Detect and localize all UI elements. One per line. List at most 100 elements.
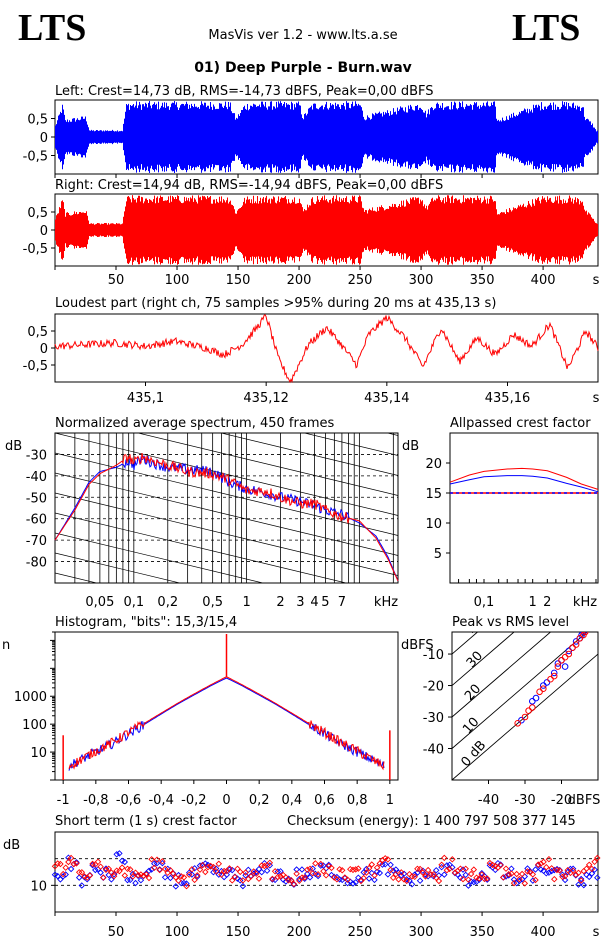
x-tick-label: 1 bbox=[386, 793, 394, 808]
short-term-point-left bbox=[411, 871, 418, 878]
peak-rms-point-right bbox=[550, 672, 558, 680]
spectrum-slope-line bbox=[55, 492, 398, 576]
short-term-point-left bbox=[357, 876, 365, 884]
short-term-point-right bbox=[389, 874, 397, 882]
short-term-point-left bbox=[183, 880, 190, 887]
x-tick-label: 435,12 bbox=[243, 391, 289, 406]
short-term-point-left bbox=[459, 866, 467, 873]
peak-vs-rms-title: Peak vs RMS level bbox=[452, 615, 569, 630]
x-tick-label: 250 bbox=[348, 273, 373, 288]
short-term-point-left bbox=[306, 874, 314, 881]
short-term-point-right bbox=[502, 865, 510, 872]
peak-rms-point-right bbox=[558, 657, 565, 664]
short-term-point-left bbox=[371, 876, 378, 884]
x-tick-label: -20 bbox=[551, 793, 572, 808]
short-term-point-right bbox=[97, 863, 104, 870]
short-term-point-left bbox=[191, 865, 198, 872]
short-term-point-right bbox=[518, 870, 526, 878]
short-term-point-right bbox=[543, 863, 550, 871]
short-term-point-left bbox=[218, 867, 225, 875]
short-term-point-right bbox=[451, 869, 459, 876]
left-waveform-title: Left: Crest=14,73 dB, RMS=-14,73 dBFS, P… bbox=[55, 84, 434, 99]
short-term-point-right bbox=[236, 868, 244, 876]
short-term-point-right bbox=[322, 872, 330, 879]
app-title: MasVis ver 1.2 - www.lts.a.se bbox=[208, 28, 398, 43]
short-term-point-right bbox=[148, 856, 155, 863]
short-term-point-right bbox=[151, 864, 158, 872]
short-term-point-left bbox=[75, 874, 83, 881]
crest-line-label: 20 bbox=[462, 682, 484, 704]
peak-rms-point-right bbox=[547, 675, 554, 683]
y-axis-label: dB bbox=[5, 439, 22, 454]
short-term-point-left bbox=[591, 866, 598, 873]
short-term-point-left bbox=[545, 869, 553, 876]
short-term-point-left bbox=[129, 870, 137, 878]
short-term-point-right bbox=[285, 877, 292, 884]
crest-line bbox=[452, 632, 552, 718]
spectrum-slope-line bbox=[55, 512, 348, 583]
x-tick-label: 200 bbox=[287, 925, 312, 940]
x-tick-label: -0,2 bbox=[181, 793, 206, 808]
short-term-point-right bbox=[145, 874, 153, 882]
x-tick-label: 1 bbox=[242, 595, 250, 610]
y-tick-label: 20 bbox=[425, 457, 442, 472]
short-term-point-right bbox=[296, 877, 303, 885]
short-term-point-right bbox=[467, 870, 475, 878]
x-tick-label: 0,2 bbox=[249, 793, 270, 808]
peak-rms-point-right bbox=[529, 704, 536, 711]
short-term-point-left bbox=[172, 883, 180, 890]
x-tick-label: 250 bbox=[348, 925, 373, 940]
short-term-point-right bbox=[360, 874, 367, 882]
short-term-point-left bbox=[352, 879, 359, 886]
short-term-point-right bbox=[392, 870, 400, 878]
spectrum-slope-line bbox=[55, 433, 398, 516]
short-term-point-right bbox=[481, 875, 488, 883]
short-term-point-left bbox=[105, 871, 112, 879]
peak-rms-point-right bbox=[525, 707, 532, 715]
short-term-point-left bbox=[67, 865, 75, 873]
short-term-point-right bbox=[379, 856, 386, 864]
short-term-point-right bbox=[143, 871, 150, 878]
short-term-point-left bbox=[449, 864, 456, 871]
x-tick-label: 50 bbox=[108, 273, 125, 288]
short-term-point-right bbox=[462, 865, 469, 873]
short-term-point-right bbox=[67, 854, 75, 862]
short-term-point-left bbox=[543, 870, 550, 877]
x-tick-label: 0 bbox=[222, 793, 230, 808]
short-term-point-left bbox=[296, 875, 303, 883]
short-term-point-right bbox=[446, 865, 453, 873]
short-term-point-left bbox=[529, 877, 537, 884]
short-term-point-left bbox=[414, 869, 421, 877]
short-term-point-left bbox=[223, 871, 231, 878]
short-term-point-left bbox=[215, 871, 223, 878]
x-tick-label: 2 bbox=[276, 595, 284, 610]
short-term-point-left bbox=[110, 871, 118, 878]
short-term-point-left bbox=[258, 868, 265, 876]
short-term-point-left bbox=[220, 873, 228, 881]
short-term-point-left bbox=[185, 869, 193, 876]
spectrum-series-right bbox=[54, 453, 399, 582]
short-term-point-left bbox=[148, 866, 155, 873]
peak-rms-point-left bbox=[550, 669, 558, 677]
x-tick-label: 50 bbox=[108, 925, 125, 940]
x-tick-label: 5 bbox=[321, 595, 329, 610]
x-tick-label: 3 bbox=[296, 595, 304, 610]
y-tick-label: 0,5 bbox=[27, 325, 48, 340]
short-term-point-left bbox=[113, 851, 120, 858]
x-tick-label: 0,05 bbox=[85, 595, 114, 610]
short-term-point-right bbox=[204, 863, 212, 871]
lts-logo-right: LTS bbox=[512, 7, 581, 49]
y-tick-label: -0,5 bbox=[23, 359, 48, 374]
short-term-point-right bbox=[465, 876, 472, 883]
short-term-point-right bbox=[371, 872, 378, 879]
short-term-point-left bbox=[263, 867, 271, 874]
peak-rms-point-left bbox=[561, 663, 569, 670]
short-term-point-right bbox=[540, 858, 547, 866]
short-term-point-left bbox=[151, 860, 158, 867]
short-term-point-right bbox=[384, 856, 392, 863]
short-term-point-left bbox=[341, 874, 349, 882]
y-tick-label: -10 bbox=[423, 648, 444, 663]
x-tick-label: 100 bbox=[165, 273, 190, 288]
short-term-point-right bbox=[449, 856, 456, 863]
